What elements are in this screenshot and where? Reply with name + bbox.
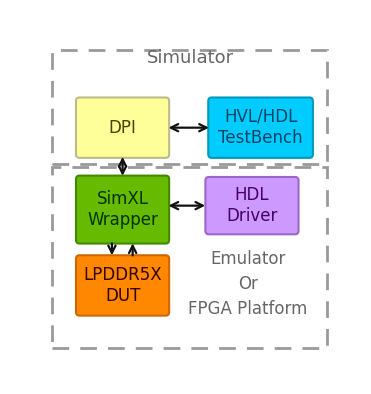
Bar bbox=[52, 50, 327, 164]
Text: DPI: DPI bbox=[109, 119, 137, 137]
Text: HVL/HDL
TestBench: HVL/HDL TestBench bbox=[218, 108, 303, 147]
FancyBboxPatch shape bbox=[76, 255, 169, 316]
FancyBboxPatch shape bbox=[76, 176, 169, 243]
FancyBboxPatch shape bbox=[206, 177, 299, 234]
Bar bbox=[52, 167, 327, 348]
FancyBboxPatch shape bbox=[76, 97, 169, 158]
Text: Emulator
Or
FPGA Platform: Emulator Or FPGA Platform bbox=[188, 250, 307, 318]
Text: SimXL
Wrapper: SimXL Wrapper bbox=[87, 190, 158, 229]
Text: LPDDR5X
DUT: LPDDR5X DUT bbox=[83, 266, 162, 305]
Text: Simulator: Simulator bbox=[147, 49, 234, 67]
Text: HDL
Driver: HDL Driver bbox=[226, 186, 278, 225]
FancyBboxPatch shape bbox=[208, 97, 313, 158]
